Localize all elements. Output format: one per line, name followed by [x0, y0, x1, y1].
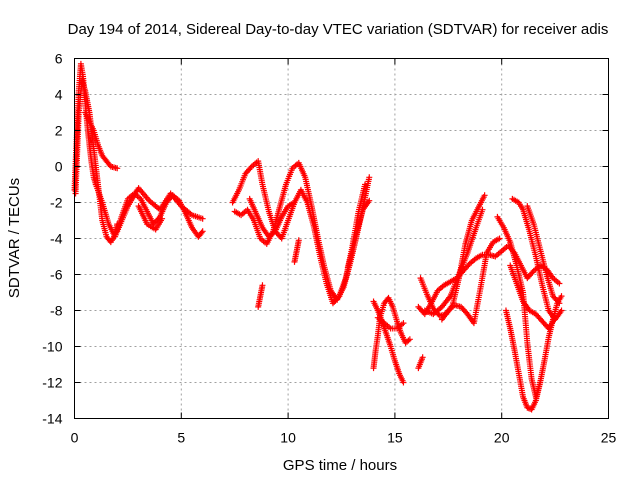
y-tick-label: 4: [55, 87, 63, 103]
data-point: [552, 314, 559, 321]
series-trace: [344, 197, 373, 271]
x-tick-label: 20: [494, 430, 510, 446]
y-tick-label: -4: [50, 231, 63, 247]
data-point: [259, 282, 266, 289]
data-point: [558, 307, 565, 314]
data-point: [114, 165, 121, 172]
series-trace: [374, 314, 407, 332]
series-trace: [135, 203, 166, 233]
data-point: [419, 354, 426, 361]
y-tick-label: 2: [55, 123, 63, 139]
data-point: [366, 174, 373, 181]
data-point: [406, 336, 413, 343]
y-tick-label: 0: [55, 159, 63, 175]
series-trace: [524, 203, 563, 307]
data-point: [291, 199, 298, 206]
data-point: [479, 206, 486, 213]
series-trace: [415, 354, 426, 372]
series-trace: [421, 206, 486, 318]
x-axis-label: GPS time / hours: [283, 457, 397, 474]
y-tick-label: 6: [55, 51, 63, 67]
x-tick-label: 15: [387, 430, 403, 446]
series-trace: [255, 282, 266, 310]
chart-title: Day 194 of 2014, Sidereal Day-to-day VTE…: [68, 21, 609, 38]
data-point: [537, 379, 544, 386]
data-points: [71, 60, 565, 413]
series-trace: [229, 158, 368, 307]
x-tick-label: 0: [71, 430, 79, 446]
series-trace: [246, 195, 298, 240]
series-trace: [502, 307, 544, 413]
data-point: [199, 215, 206, 222]
series-trace: [231, 159, 373, 303]
x-tick-label: 5: [177, 430, 185, 446]
y-tick-label: -6: [50, 267, 63, 283]
series-trace: [438, 235, 503, 327]
x-tick-label: 10: [280, 430, 296, 446]
series-trace: [507, 262, 559, 332]
data-point: [556, 300, 563, 307]
series-trace: [114, 185, 206, 235]
series-trace: [291, 237, 302, 265]
data-point: [400, 320, 407, 327]
data-point: [198, 229, 205, 236]
data-point: [496, 235, 503, 242]
series-trace: [92, 181, 206, 240]
data-point: [400, 379, 407, 386]
x-tick-label: 25: [601, 430, 617, 446]
series-trace: [72, 77, 121, 246]
series-trace: [509, 195, 565, 323]
data-point: [295, 237, 302, 244]
data-point: [366, 197, 373, 204]
y-axis-label: SDTVAR / TECUs: [6, 178, 23, 298]
data-point: [481, 192, 488, 199]
y-tick-label: -10: [42, 339, 62, 355]
data-point: [558, 293, 565, 300]
data-point: [199, 228, 206, 235]
series-trace: [82, 109, 121, 172]
data-point: [159, 215, 166, 222]
y-tick-label: -8: [50, 303, 63, 319]
y-tick-label: -12: [42, 375, 62, 391]
data-point: [556, 280, 563, 287]
y-tick-label: -14: [42, 411, 62, 427]
y-tick-label: -2: [50, 195, 63, 211]
